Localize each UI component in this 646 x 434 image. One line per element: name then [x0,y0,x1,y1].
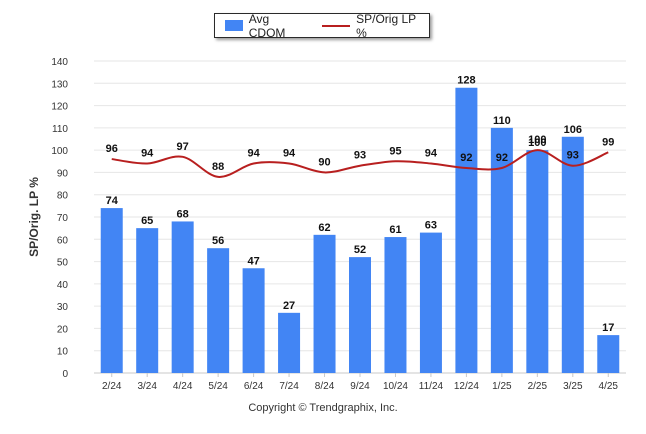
bar-value-label: 74 [106,195,119,207]
y-tick-label: 20 [57,324,69,335]
bar-value-label: 106 [564,124,582,136]
y-tick-label: 50 [57,258,69,269]
x-tick-label: 12/24 [454,381,479,392]
data-labels: 74 65 68 56 47 27 62 52 61 63 128 110 100 106 17 96 94 97… [106,75,615,334]
x-tick-label: 7/24 [279,381,299,392]
legend-line-swatch [322,24,351,27]
x-tick-label: 2/24 [102,381,122,392]
bar [207,248,230,373]
x-tick-label: 9/24 [350,381,370,392]
line-value-label: 94 [141,148,154,160]
bar-value-label: 61 [389,224,401,236]
line-value-label: 93 [354,150,366,162]
x-tick-label: 2/25 [528,381,548,392]
bar-value-label: 128 [457,75,475,87]
y-tick-label: 30 [57,302,69,313]
x-tick-label: 5/24 [208,381,228,392]
x-tick-label: 8/24 [315,381,335,392]
copyright-text: Copyright © Trendgraphix, Inc. [248,402,398,414]
bar [561,136,584,373]
bar-value-label: 17 [602,322,614,334]
bar [455,87,478,373]
x-tick-label: 11/24 [419,381,444,392]
x-axis-ticks: 2/24 3/24 4/24 5/24 6/24 7/24 8/24 9/24 10/24 11/… [102,373,618,392]
legend-item-line[interactable]: SP/Orig LP % [308,12,429,40]
line-value-label: 95 [389,145,401,157]
bar [349,257,371,373]
bar-value-label: 63 [425,220,437,232]
x-tick-label: 6/24 [244,381,264,392]
bar-value-label: 27 [283,300,295,312]
x-tick-label: 10/24 [383,381,408,392]
line-value-label: 93 [567,150,579,162]
line-value-label: 99 [602,136,614,148]
y-tick-label: 70 [57,213,69,224]
x-tick-label: 4/24 [173,381,193,392]
y-tick-label: 100 [51,146,68,157]
x-tick-label: 4/25 [599,381,619,392]
bar-value-label: 52 [354,244,366,256]
bar [100,208,123,373]
bar [384,237,407,373]
x-tick-label: 1/25 [492,381,512,392]
y-tick-label: 140 [51,57,68,68]
y-tick-label: 110 [52,124,68,135]
line-path [111,149,609,178]
y-tick-label: 90 [57,168,69,179]
y-tick-label: 120 [51,102,68,113]
line-series [111,149,609,178]
bar-value-label: 62 [318,222,330,234]
x-tick-label: 3/25 [563,381,583,392]
y-tick-label: 10 [57,347,69,358]
line-value-label: 94 [247,148,260,160]
line-value-label: 92 [460,152,472,164]
line-value-label: 94 [425,148,438,160]
bar-value-label: 65 [141,215,153,227]
bar [313,234,336,373]
bar-value-label: 47 [247,255,259,267]
bar [242,268,265,373]
legend-bar-swatch [225,20,243,31]
bar-value-label: 68 [177,208,189,220]
bar-value-label: 110 [493,115,511,127]
line-value-label: 90 [318,156,330,168]
legend: Avg CDOM SP/Orig LP % [214,12,430,40]
line-value-label: 92 [496,152,508,164]
bar-value-label: 56 [212,235,224,247]
y-tick-label: 80 [57,191,69,202]
x-tick-label: 3/24 [137,381,157,392]
legend-item-bar[interactable]: Avg CDOM [215,12,308,40]
legend-bar-label: Avg CDOM [248,11,286,40]
y-tick-label: 130 [51,79,68,90]
line-value-label: 88 [212,161,224,173]
bar-value-label: 100 [528,137,546,149]
bar [171,221,194,373]
bar [136,228,159,373]
y-tick-label: 0 [62,369,68,380]
line-value-label: 100 [528,134,546,146]
bar-series [100,87,620,373]
line-value-label: 97 [177,141,189,153]
y-tick-label: 40 [57,280,69,291]
bar [597,335,620,373]
bar [419,232,442,373]
line-value-label: 94 [283,148,296,160]
bar [526,150,549,373]
legend-line-label: SP/Orig LP % [356,11,416,40]
bar [278,312,301,373]
y-axis-ticks: 0 10 20 30 40 50 60 70 80 90 100 110 120 130 140 [51,57,68,380]
y-tick-label: 60 [57,235,69,246]
bar [490,127,513,373]
y-axis-label: SP/Orig. LP % [27,177,41,257]
line-value-label: 96 [106,143,118,155]
